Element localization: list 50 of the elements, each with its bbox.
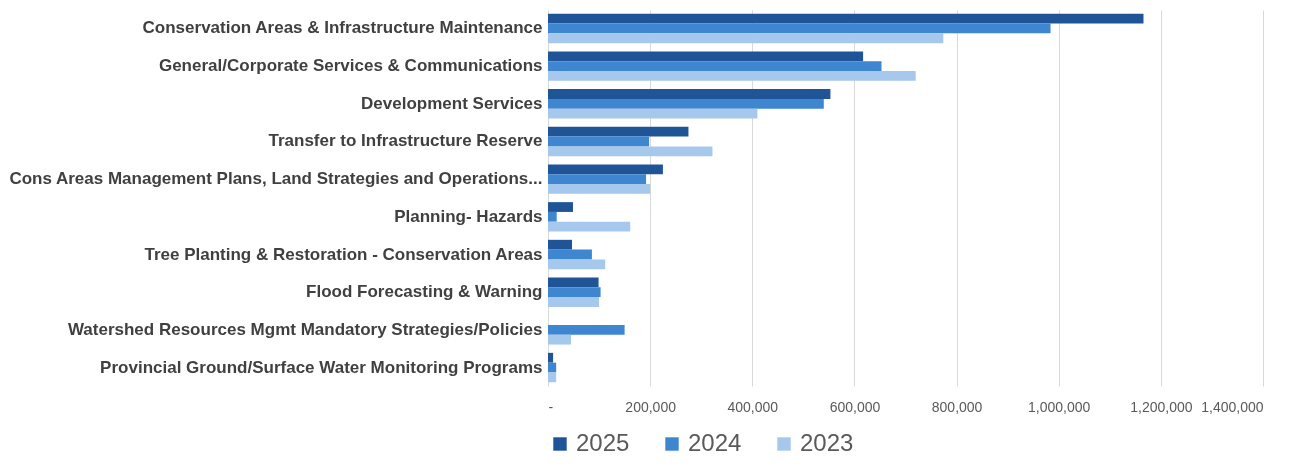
bar [548, 202, 574, 212]
bar [548, 211, 557, 222]
x-tick-label: 400,000 [727, 398, 779, 415]
legend-label: 2024 [688, 429, 742, 456]
x-tick-label: - [548, 398, 554, 415]
bar [548, 108, 758, 119]
bar [548, 297, 600, 307]
bar [548, 98, 824, 109]
bar [548, 249, 592, 260]
bar [548, 184, 651, 194]
bar [548, 61, 882, 72]
bar [548, 71, 916, 81]
y-tick-label: Cons Areas Management Plans, Land Strategies and Operations... [9, 169, 543, 189]
x-tick-label: 600,000 [829, 398, 881, 415]
bar [548, 221, 631, 232]
bar [548, 136, 650, 147]
y-tick-label: Tree Planting & Restoration - Conservation Areas [144, 244, 543, 264]
bar [548, 287, 601, 298]
bar [548, 324, 625, 335]
bar [548, 259, 606, 270]
bar [548, 362, 557, 373]
y-tick-label: Conservation Areas & Infrastructure Maintenance [142, 18, 543, 38]
bar [548, 13, 1144, 24]
y-tick-label: General/Corporate Services & Communications [158, 56, 543, 76]
x-tick-label: 1,400,000 [1201, 398, 1264, 415]
bar [548, 239, 572, 250]
x-tick-label: 1,200,000 [1130, 398, 1193, 415]
x-tick-label: 800,000 [931, 398, 983, 415]
y-tick-label: Transfer to Infrastructure Reserve [268, 131, 543, 151]
y-tick-label: Watershed Resources Mgmt Mandatory Strategies/Policies [67, 319, 543, 339]
bar [548, 23, 1051, 34]
x-tick-label: 200,000 [625, 398, 677, 415]
bar [548, 164, 663, 175]
bar [548, 51, 864, 62]
bar [548, 89, 831, 99]
y-tick-label: Development Services [361, 93, 543, 113]
y-tick-label: Flood Forecasting & Warning [306, 282, 543, 302]
bar [548, 174, 647, 185]
legend-label: 2023 [800, 429, 854, 456]
legend-label: 2025 [576, 429, 630, 456]
y-tick-label: Planning- Hazards [394, 206, 543, 226]
bar [548, 126, 689, 137]
bar [548, 372, 557, 383]
y-tick-label: Provincial Ground/Surface Water Monitoring Programs [100, 357, 543, 377]
bar [548, 277, 599, 288]
bar [548, 146, 713, 157]
bar [548, 33, 944, 44]
x-tick-label: 1,000,000 [1028, 398, 1091, 415]
bar [548, 334, 571, 345]
bar [548, 352, 554, 363]
